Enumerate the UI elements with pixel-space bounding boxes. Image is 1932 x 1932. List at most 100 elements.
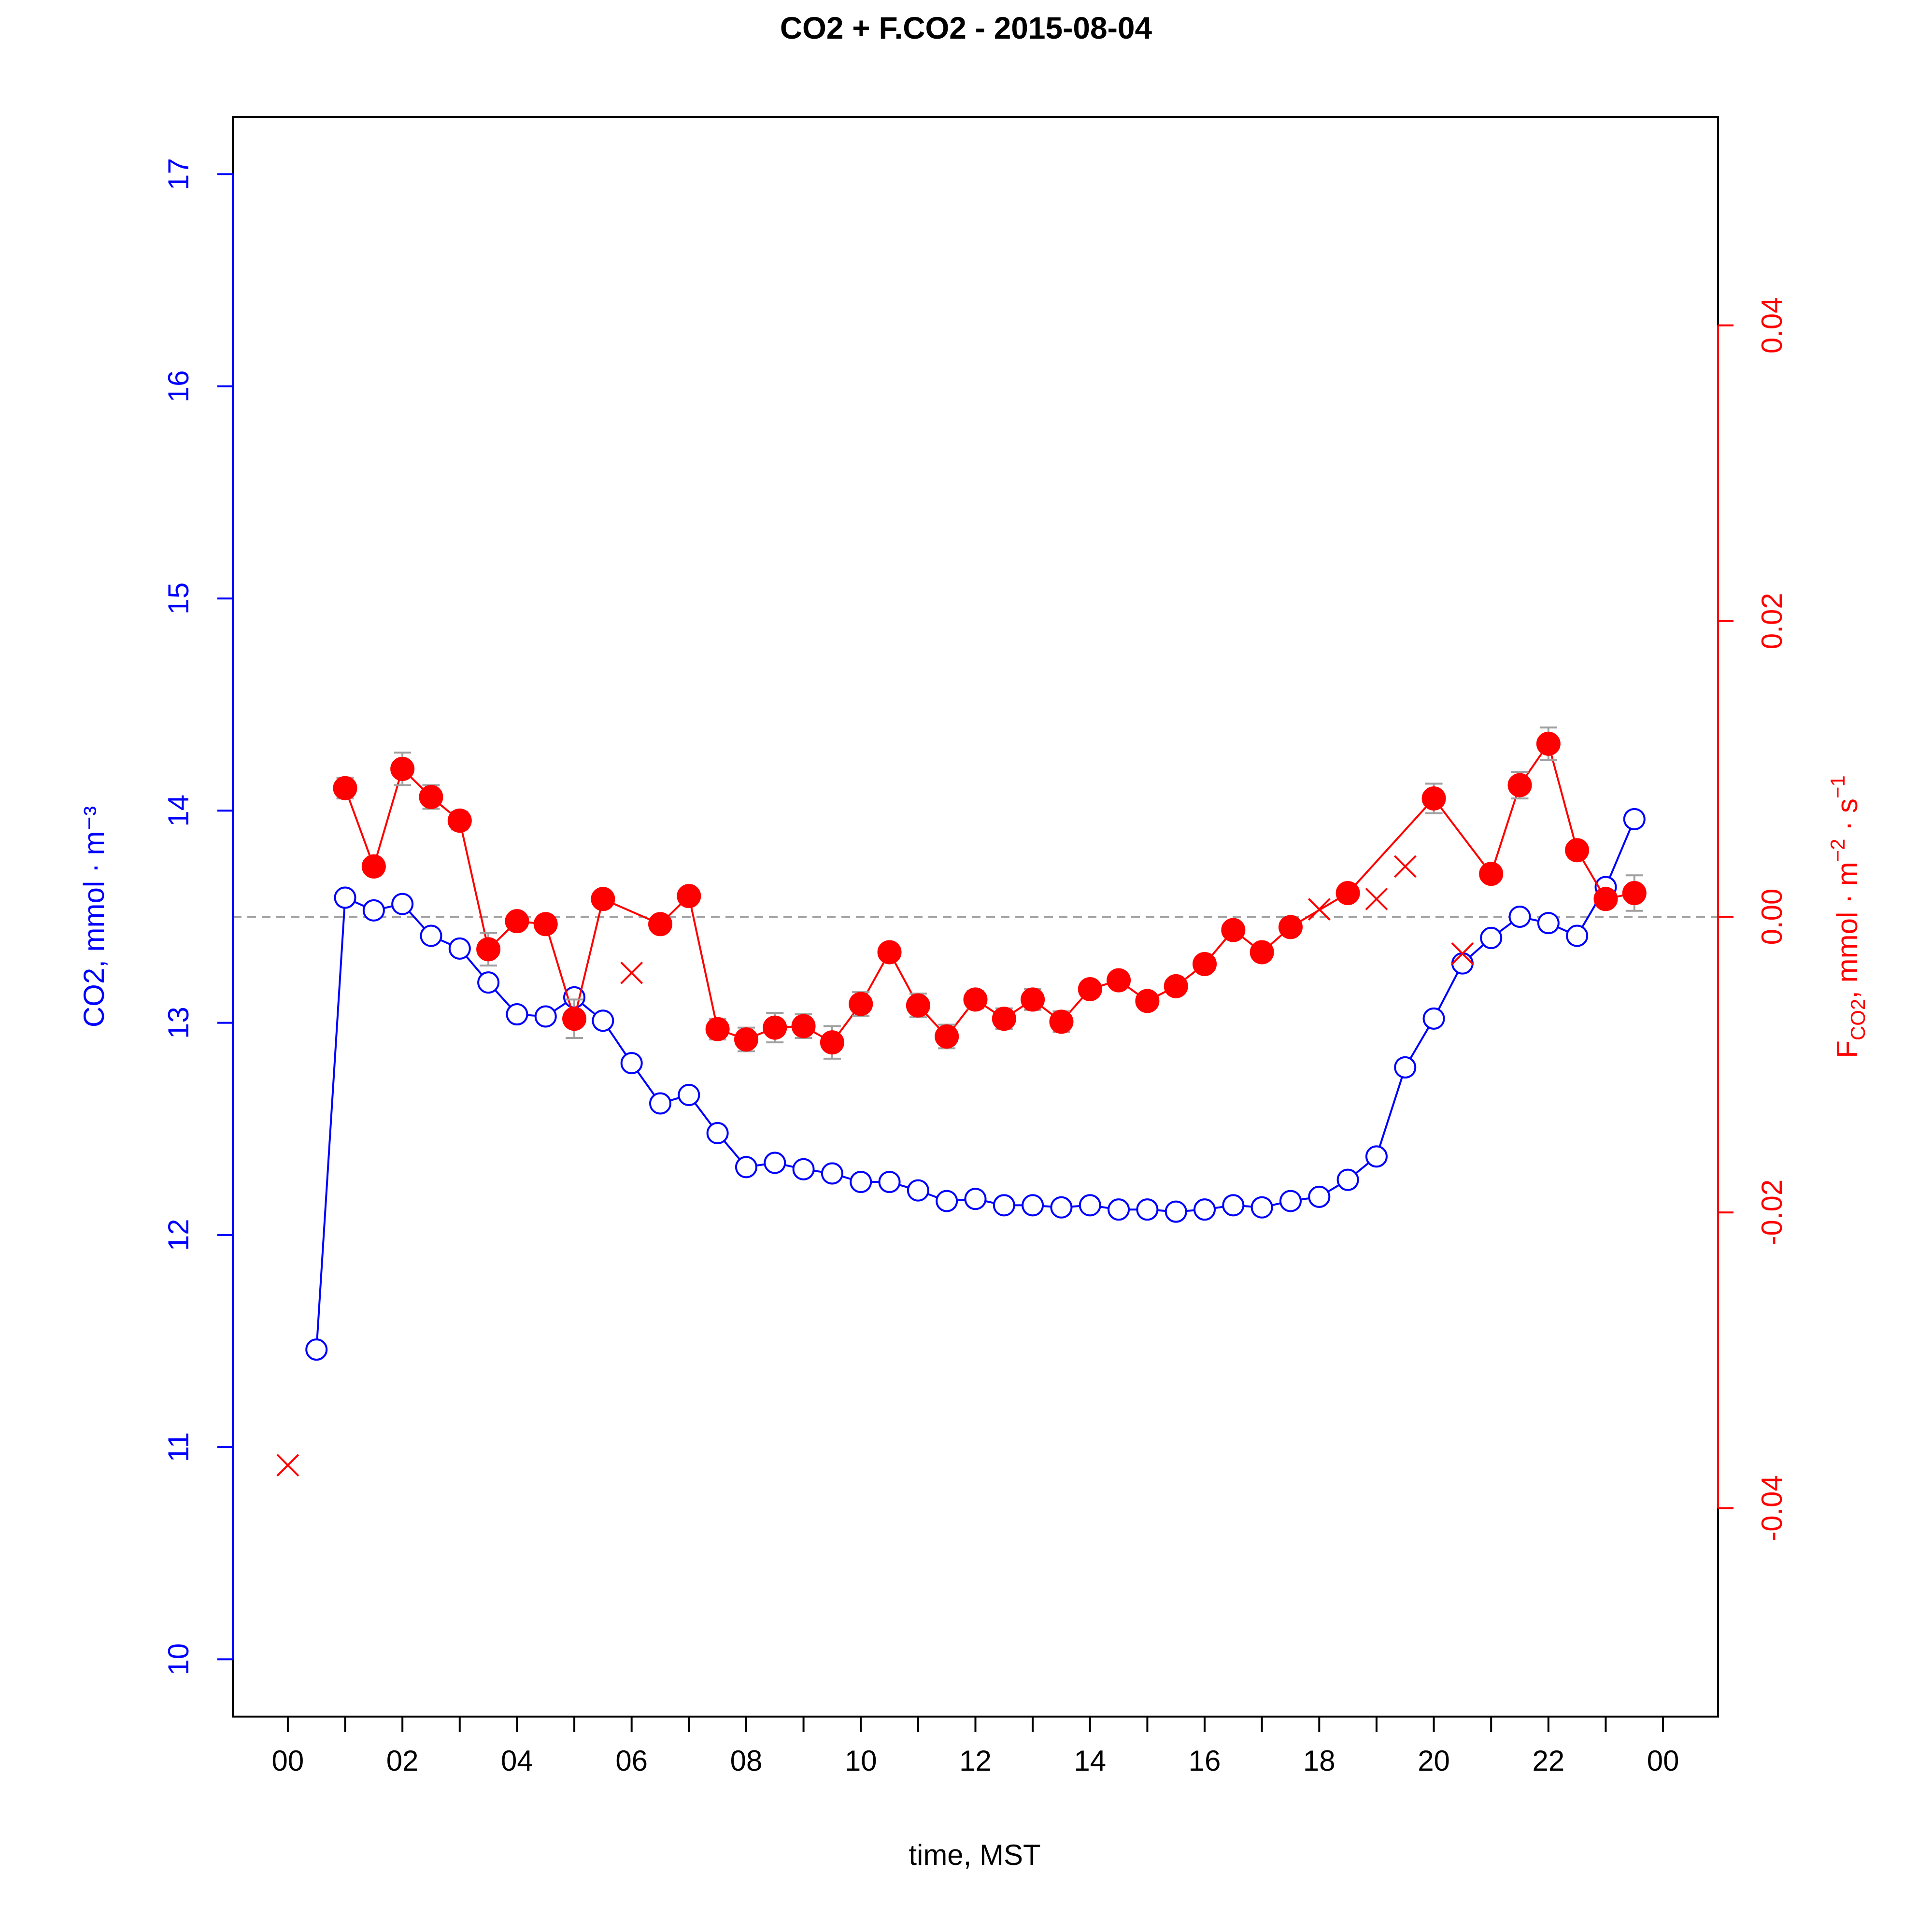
flux-point xyxy=(705,1017,730,1041)
co2-point xyxy=(1050,1196,1073,1219)
co2-point xyxy=(821,1162,843,1185)
flux-point xyxy=(1021,987,1045,1012)
y-left-tick-label: 13 xyxy=(162,1007,195,1039)
flux-point xyxy=(591,887,615,911)
flux-point xyxy=(648,912,673,937)
co2-point xyxy=(964,1188,987,1210)
flux-flagged-point xyxy=(1365,887,1388,910)
flux-line xyxy=(344,741,1635,1044)
x-tick-label: 12 xyxy=(959,1745,992,1777)
flux-point xyxy=(361,854,386,879)
flux-point xyxy=(1507,773,1532,797)
co2-point xyxy=(878,1171,901,1193)
flux-point xyxy=(333,776,357,800)
co2-point xyxy=(1108,1198,1130,1221)
flux-flagged-point xyxy=(1307,898,1331,921)
co2-point xyxy=(1336,1168,1359,1191)
co2-point xyxy=(1537,912,1560,935)
y-left-tick-label: 14 xyxy=(162,795,195,827)
x-tick-label: 00 xyxy=(272,1745,304,1777)
flux-point xyxy=(533,912,558,937)
co2-point xyxy=(1022,1194,1044,1217)
flux-point xyxy=(1278,915,1303,939)
flux-point xyxy=(1135,989,1160,1013)
flux-point xyxy=(1164,974,1188,998)
co2-point xyxy=(1222,1194,1245,1217)
co2-point xyxy=(735,1156,757,1179)
co2-line xyxy=(315,819,1635,1350)
x-tick-label: 16 xyxy=(1189,1745,1221,1777)
co2-point xyxy=(1250,1196,1273,1219)
co2-point xyxy=(850,1171,872,1193)
flux-point xyxy=(1250,940,1274,965)
flux-point xyxy=(791,1014,816,1038)
co2-point xyxy=(305,1338,328,1361)
flux-point xyxy=(1335,881,1360,906)
co2-point xyxy=(1165,1200,1187,1223)
x-tick-label: 20 xyxy=(1418,1745,1450,1777)
y-left-tick-label: 10 xyxy=(162,1643,195,1676)
flux-flagged-point xyxy=(1393,855,1417,878)
y-right-tick-label: 0.00 xyxy=(1756,889,1788,945)
x-tick-label: 10 xyxy=(845,1745,877,1777)
y-right-tick-label: 0.02 xyxy=(1756,593,1788,649)
flux-point xyxy=(906,993,930,1018)
flux-point xyxy=(763,1015,787,1040)
co2-point xyxy=(1508,906,1531,928)
flux-point xyxy=(1565,838,1590,863)
flux-point xyxy=(1221,918,1246,942)
y-axis-right-label: FCO2, mmol · m−2 · s−1 xyxy=(1826,775,1869,1058)
flux-point xyxy=(849,992,873,1016)
y-right-tick-label: -0.04 xyxy=(1756,1475,1788,1541)
co2-point xyxy=(391,893,414,915)
co2-point xyxy=(1623,808,1646,830)
co2-point xyxy=(1308,1185,1331,1208)
flux-point xyxy=(734,1027,758,1052)
flux-point xyxy=(562,1007,587,1031)
flux-point xyxy=(992,1007,1016,1031)
x-tick-label: 22 xyxy=(1532,1745,1564,1777)
co2-point xyxy=(592,1009,614,1032)
flux-point xyxy=(505,909,529,934)
co2-point xyxy=(1136,1198,1159,1221)
flux-point xyxy=(447,809,472,833)
y-right-tick-label: -0.02 xyxy=(1756,1179,1788,1246)
co2-point xyxy=(1394,1056,1417,1079)
chart-title: CO2 + F.CO2 - 2015-08-04 xyxy=(780,11,1152,45)
co2-point xyxy=(1451,952,1474,975)
flux-point xyxy=(1622,881,1647,906)
co2-point xyxy=(649,1092,672,1115)
y-left-tick-label: 11 xyxy=(162,1432,195,1462)
x-tick-label: 18 xyxy=(1303,1745,1335,1777)
x-axis-label: time, MST xyxy=(909,1839,1040,1871)
flux-point xyxy=(1049,1009,1074,1034)
flux-point xyxy=(390,756,415,781)
co2-point xyxy=(506,1003,528,1026)
y-left-tick-label: 15 xyxy=(162,582,195,615)
x-tick-label: 08 xyxy=(730,1745,763,1777)
y-right-tick-label: 0.04 xyxy=(1756,297,1788,354)
y-left-tick-label: 12 xyxy=(162,1219,195,1251)
co2-point xyxy=(678,1083,700,1106)
flux-point xyxy=(419,785,443,810)
flux-point xyxy=(1593,887,1618,911)
flux-point xyxy=(677,884,701,909)
co2-point xyxy=(1079,1194,1101,1217)
co2-point xyxy=(792,1158,815,1180)
co2-point xyxy=(764,1151,786,1174)
co2-point xyxy=(448,937,471,960)
y-axis-left-label: CO2, mmol · m⁻³ xyxy=(78,806,110,1027)
co2-point xyxy=(620,1052,643,1075)
co2-point xyxy=(1422,1007,1445,1030)
x-tick-label: 00 xyxy=(1647,1745,1679,1777)
flux-point xyxy=(1421,786,1446,811)
co2-point xyxy=(907,1179,929,1202)
y-left-tick-label: 16 xyxy=(162,370,195,402)
flux-point xyxy=(963,987,988,1012)
co2-point xyxy=(534,1005,557,1028)
flux-point xyxy=(1536,731,1561,756)
co2-point xyxy=(1480,926,1503,949)
flux-point xyxy=(476,937,501,962)
x-tick-label: 14 xyxy=(1074,1745,1106,1777)
